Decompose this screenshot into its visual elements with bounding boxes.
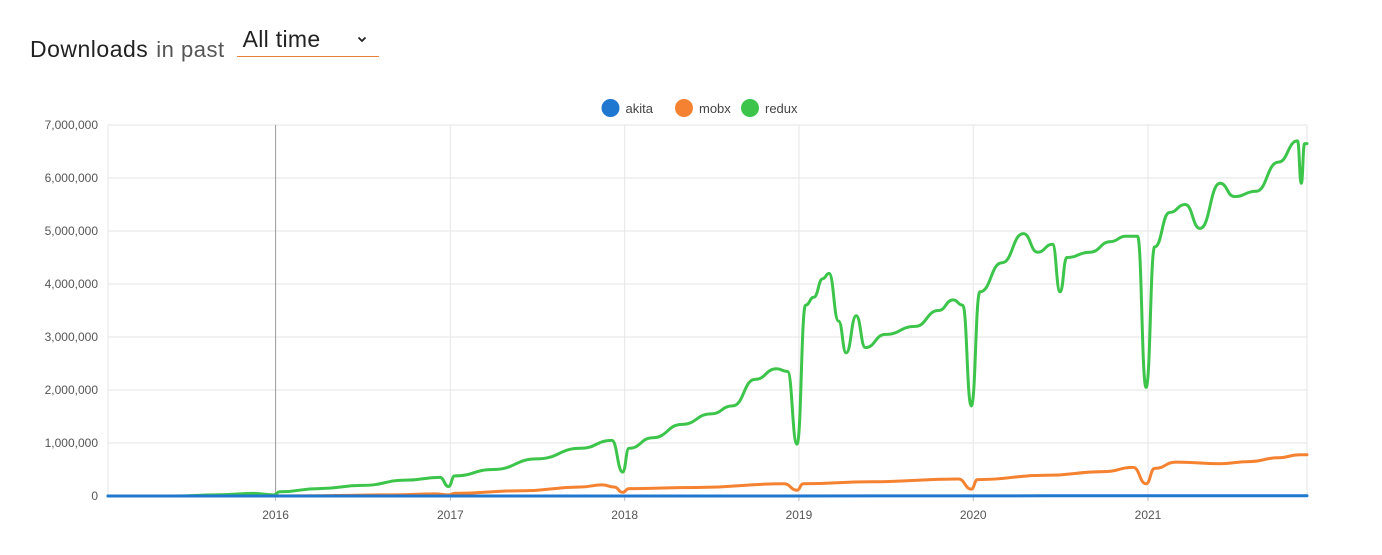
- legend-label: mobx: [699, 101, 731, 116]
- chart-series: [106, 139, 1309, 498]
- legend-item-redux[interactable]: redux: [741, 99, 798, 117]
- x-tick-label: 2017: [437, 508, 464, 522]
- chevron-down-icon: [357, 36, 366, 43]
- y-tick-label: 5,000,000: [45, 224, 99, 238]
- y-axis: 0 1,000,000 2,000,000 3,000,000 4,000,000 5,0…: [45, 118, 99, 503]
- legend-swatch-mobx: [675, 99, 693, 117]
- period-select[interactable]: All time: [236, 24, 379, 57]
- chart-legend: akita mobx redux: [601, 99, 798, 117]
- series-line-mobx: [106, 453, 1309, 498]
- y-tick-label: 1,000,000: [45, 436, 99, 450]
- legend-swatch-redux: [741, 99, 759, 117]
- period-prefix: in past: [156, 37, 225, 62]
- downloads-header: Downloads in past All time: [30, 24, 379, 63]
- period-select-value: All time: [242, 26, 321, 52]
- x-tick-label: 2021: [1135, 508, 1162, 522]
- y-tick-label: 7,000,000: [45, 118, 99, 132]
- x-tick-label: 2019: [786, 508, 813, 522]
- y-tick-label: 2,000,000: [45, 383, 99, 397]
- y-tick-label: 4,000,000: [45, 277, 99, 291]
- y-tick-label: 6,000,000: [45, 171, 99, 185]
- legend-item-akita[interactable]: akita: [601, 99, 654, 117]
- y-tick-label: 0: [91, 489, 98, 503]
- series-line-redux: [106, 139, 1309, 498]
- downloads-title: Downloads: [30, 36, 149, 62]
- legend-label: akita: [626, 101, 654, 116]
- y-tick-label: 3,000,000: [45, 330, 99, 344]
- x-tick-label: 2016: [262, 508, 289, 522]
- x-axis: 2016 2017 2018 2019 2020 2021: [262, 508, 1161, 522]
- legend-item-mobx[interactable]: mobx: [675, 99, 731, 117]
- x-tick-label: 2018: [611, 508, 638, 522]
- x-tick-label: 2020: [960, 508, 987, 522]
- legend-label: redux: [765, 101, 798, 116]
- chart-grid: [107, 124, 1308, 501]
- legend-swatch-akita: [601, 99, 620, 117]
